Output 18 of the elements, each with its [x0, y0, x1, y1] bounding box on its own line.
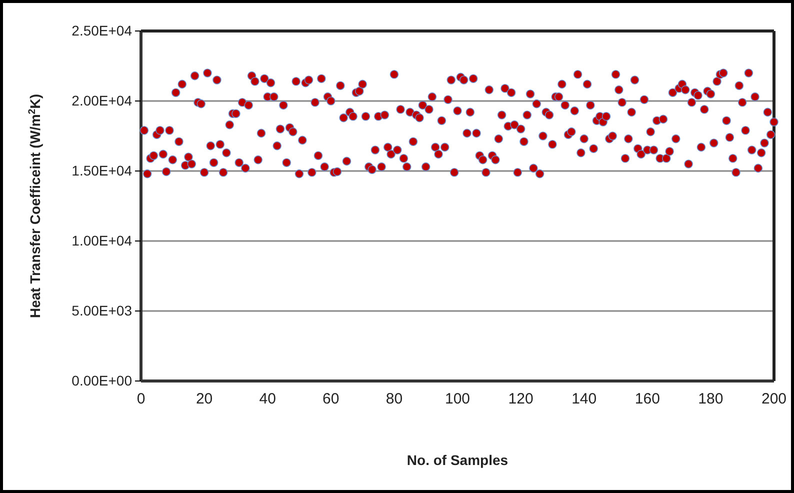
y-tick-label: 2.50E+04 — [72, 22, 132, 38]
y-tick-label: 0.00E+00 — [72, 372, 132, 388]
x-tick-label: 160 — [634, 390, 660, 408]
x-tick-label: 20 — [196, 390, 213, 408]
x-tick-label: 200 — [761, 390, 787, 408]
x-tick-label: 40 — [259, 390, 276, 408]
y-tick-label: 2.00E+04 — [72, 92, 132, 108]
x-tick-label: 180 — [698, 390, 724, 408]
y-tick-label: 1.50E+04 — [72, 162, 132, 178]
x-tick-label: 100 — [444, 390, 470, 408]
x-tick-label: 120 — [508, 390, 534, 408]
x-tick-label: 80 — [386, 390, 403, 408]
y-tick-label: 1.00E+04 — [72, 232, 132, 248]
y-tick-label: 5.00E+03 — [72, 302, 132, 318]
x-axis-title: No. of Samples — [406, 452, 508, 468]
x-tick-label: 60 — [322, 390, 340, 408]
x-tick-label: 140 — [572, 390, 597, 408]
x-tick-label: 0 — [136, 390, 146, 408]
